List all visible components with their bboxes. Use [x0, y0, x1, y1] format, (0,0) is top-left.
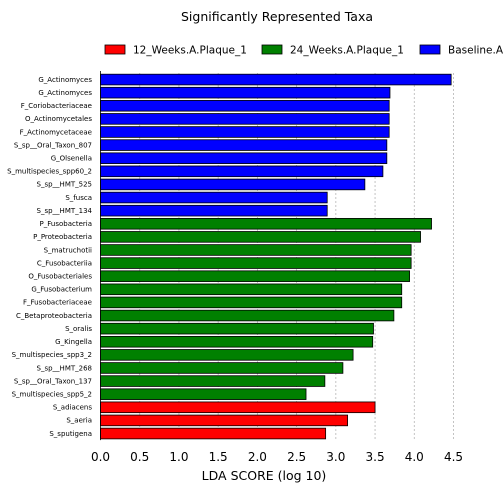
y-tick-label-9: S_fusca [65, 194, 92, 202]
bar-8 [100, 178, 366, 191]
bar-1 [100, 86, 391, 99]
bar-23 [100, 375, 326, 387]
bar-6 [100, 152, 388, 164]
y-tick-label-6: G_Olsenella [51, 155, 92, 163]
x-tick-label-9: 4.5 [444, 450, 463, 464]
y-tick-label-4: F_Actinomycetaceae [20, 128, 92, 136]
legend-swatch-2 [419, 44, 441, 55]
bar-9 [100, 191, 328, 204]
bar-26 [100, 414, 349, 427]
x-tick-label-2: 1.0 [169, 450, 188, 464]
bar-0 [100, 73, 452, 86]
y-tick-label-19: S_oralis [65, 325, 92, 333]
y-tick-label-0: G_Actinomyces [38, 76, 92, 84]
bar-12 [100, 231, 421, 243]
bar-21 [100, 349, 354, 361]
y-tick-label-22: S_sp__HMT_268 [37, 364, 92, 372]
bar-17 [100, 296, 403, 309]
y-tick-label-27: S_sputigena [49, 430, 92, 438]
y-tick-label-10: S_sp__HMT_134 [37, 207, 93, 215]
y-tick-label-20: G_Kingella [55, 338, 92, 346]
y-tick-label-26: S_aeria [66, 417, 92, 425]
y-tick-label-15: O_Fusobacteriales [28, 273, 92, 281]
x-tick-label-4: 2.0 [248, 450, 267, 464]
x-tick-label-5: 2.5 [287, 450, 306, 464]
y-tick-label-3: O_Actinomycetales [25, 115, 92, 123]
x-tick-label-8: 4.0 [405, 450, 424, 464]
y-tick-label-24: S_multispecies_spp5_2 [12, 390, 92, 398]
bar-18 [100, 309, 395, 322]
bar-22 [100, 362, 344, 374]
bar-2 [100, 100, 390, 112]
y-tick-label-12: P_Proteobacteria [33, 233, 92, 241]
y-tick-label-11: P_Fusobacteria [40, 220, 92, 228]
bar-27 [100, 427, 327, 440]
y-tick-label-25: S_adiacens [53, 404, 93, 412]
y-tick-label-23: S_sp__Oral_Taxon_137 [14, 377, 92, 385]
bar-3 [100, 113, 390, 125]
y-tick-label-8: S_sp__HMT_525 [37, 181, 92, 189]
y-tick-label-16: G_Fusobacterium [31, 286, 92, 294]
y-tick-label-5: S_sp__Oral_Taxon_807 [14, 141, 92, 149]
y-tick-label-7: S_multispecies_spp60_2 [7, 168, 92, 176]
y-tick-label-21: S_multispecies_spp3_2 [12, 351, 92, 359]
legend-swatch-0 [104, 44, 126, 55]
x-tick-label-1: 0.5 [130, 450, 149, 464]
x-axis-label: LDA SCORE (log 10) [202, 468, 327, 483]
x-tick-label-0: 0.0 [91, 450, 110, 464]
bar-14 [100, 257, 412, 269]
bar-13 [100, 244, 412, 256]
legend-label-2: Baseline.A.Plaque_1 [448, 45, 504, 57]
bar-20 [100, 335, 374, 348]
y-tick-label-18: C_Betaproteobacteria [16, 312, 92, 320]
y-tick-label-13: S_matruchotii [44, 246, 92, 254]
bar-16 [100, 283, 403, 296]
x-tick-label-3: 1.5 [209, 450, 228, 464]
legend-label-1: 24_Weeks.A.Plaque_1 [290, 45, 404, 57]
bar-25 [100, 401, 376, 414]
bar-15 [100, 270, 410, 282]
y-tick-label-1: G_Actinomyces [38, 89, 92, 97]
x-tick-label-6: 3.0 [326, 450, 345, 464]
x-axis: 0.0 0.5 1.0 1.5 2.0 2.5 3.0 3.5 4.0 4.5 [91, 71, 463, 464]
chart-title: Significantly Represented Taxa [181, 9, 373, 24]
bar-5 [100, 139, 388, 151]
chart-legend: 12_Weeks.A.Plaque_1 24_Weeks.A.Plaque_1 Ba… [104, 44, 504, 57]
bar-11 [100, 218, 432, 230]
y-tick-label-17: F_Fusobacteriaceae [23, 299, 92, 307]
y-axis-labels: G_Actinomyces G_Actinomyces F_Coriobacteri… [7, 76, 92, 438]
bar-7 [100, 165, 384, 178]
legend-swatch-1 [261, 44, 283, 55]
bar-10 [100, 204, 328, 217]
bar-24 [100, 388, 307, 400]
y-tick-label-14: C_Fusobacteriia [37, 259, 92, 267]
legend-label-0: 12_Weeks.A.Plaque_1 [133, 45, 247, 57]
chart-bars [100, 73, 452, 440]
bar-19 [100, 322, 374, 335]
x-tick-label-7: 3.5 [366, 450, 385, 464]
y-tick-label-2: F_Coriobacteriaceae [21, 102, 92, 110]
bar-4 [100, 126, 390, 138]
